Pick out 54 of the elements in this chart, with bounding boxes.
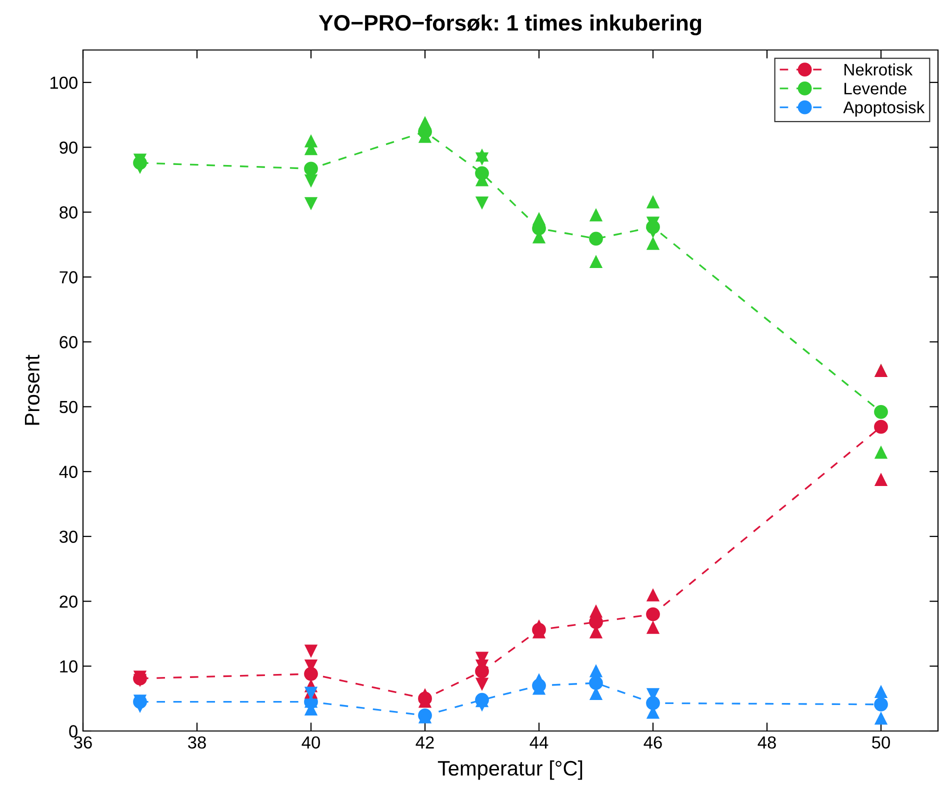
point [475, 678, 489, 691]
chart-title: YO−PRO−forsøk: 1 times inkubering [318, 14, 702, 36]
point [646, 620, 660, 634]
legend-label: Apoptosisk [843, 101, 925, 117]
point [874, 404, 888, 419]
y-tick-label: 80 [60, 206, 78, 219]
point [304, 162, 318, 176]
x-tick-label: 50 [872, 736, 890, 749]
y-tick-label: 50 [60, 400, 78, 414]
y-tick-label: 0 [69, 725, 78, 738]
point [589, 676, 603, 690]
y-tick-label: 100 [50, 76, 78, 89]
y-tick-label: 20 [60, 595, 78, 608]
x-tick-label: 42 [416, 736, 434, 748]
y-tick-label: 40 [59, 466, 78, 478]
x-tick-label: 38 [188, 736, 206, 749]
point [475, 196, 489, 210]
point [589, 254, 603, 268]
point [304, 174, 318, 188]
point [646, 588, 660, 602]
point [589, 604, 603, 618]
point [589, 664, 603, 678]
legend-label: Levende [844, 82, 906, 94]
point [874, 711, 888, 725]
point [874, 684, 888, 698]
point [532, 212, 546, 226]
x-tick-label: 36 [74, 736, 92, 749]
x-tick-label: 46 [644, 736, 662, 749]
x-tick-label: 48 [758, 736, 776, 749]
point [646, 195, 660, 208]
legend-label: Nekrotisk [844, 63, 913, 76]
x-axis-title: Temperatur [°C] [438, 760, 582, 780]
y-axis-title: Prosent [24, 354, 40, 425]
point [589, 232, 603, 246]
x-tick-label: 40 [302, 736, 320, 749]
point [874, 697, 888, 712]
point [418, 116, 432, 130]
y-tick-label: 90 [60, 141, 78, 154]
point [874, 420, 888, 434]
point [874, 446, 888, 459]
y-tick-label: 70 [60, 271, 78, 284]
point [133, 700, 147, 713]
y-tick-label: 10 [60, 660, 78, 673]
point [874, 472, 888, 486]
y-tick-label: 30 [59, 530, 78, 543]
point [646, 236, 660, 250]
point [646, 607, 660, 622]
point [304, 644, 318, 658]
y-tick-label: 60 [60, 336, 78, 348]
point [304, 197, 318, 210]
point [589, 208, 603, 222]
point [133, 160, 147, 174]
x-tick-label: 44 [530, 736, 548, 748]
point [475, 152, 489, 166]
